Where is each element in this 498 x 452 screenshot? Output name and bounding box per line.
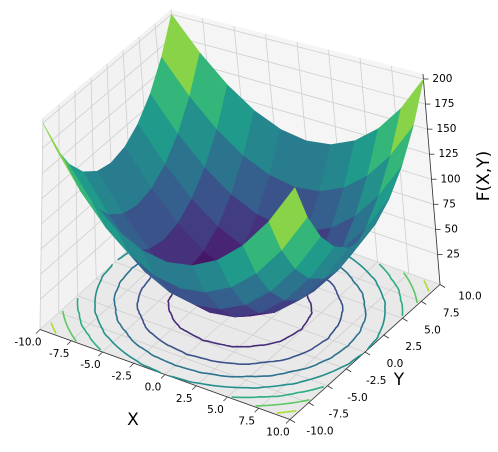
grid-line	[175, 57, 428, 130]
x-tick	[285, 419, 291, 424]
y-tick	[421, 301, 427, 305]
y-tick-label: 7.5	[443, 307, 460, 319]
x-tick	[223, 396, 228, 402]
x-tick-label: 10.0	[266, 427, 289, 439]
x-tick-label: -7.5	[49, 348, 70, 360]
z-tick-label: 100	[441, 173, 461, 185]
z-tick-label: 50	[445, 223, 458, 235]
x-tick	[160, 374, 166, 379]
x-tick	[254, 407, 260, 413]
y-tick-label: 10.0	[458, 291, 481, 303]
z-tick-label: 25	[447, 248, 460, 260]
grid-line	[96, 278, 347, 370]
y-tick-label: -5.0	[347, 392, 368, 404]
y-tick-label: -2.5	[366, 375, 387, 387]
x-tick-label: 2.5	[176, 393, 193, 405]
z-tick-label: 150	[436, 123, 456, 135]
x-tick-label: 7.5	[238, 415, 255, 427]
y-tick	[308, 402, 314, 406]
z-tick-label: 200	[432, 73, 452, 85]
y-tick	[346, 368, 352, 373]
x-axis-line	[39, 329, 291, 420]
y-tick	[327, 385, 333, 390]
y-tick-label: -7.5	[329, 409, 350, 421]
grid-line	[173, 35, 426, 105]
grid-line	[41, 58, 177, 174]
z-axis-label: F(X,Y)	[474, 151, 494, 201]
x-tick	[129, 362, 135, 368]
z-axis-line	[422, 73, 441, 285]
y-tick-label: 0.0	[387, 358, 404, 370]
x-tick-label: 0.0	[145, 382, 162, 394]
y-tick	[402, 317, 408, 322]
grid-line	[171, 14, 424, 80]
y-tick-label: 5.0	[424, 324, 441, 336]
grid-line	[42, 36, 174, 149]
y-axis-line	[289, 284, 441, 420]
y-tick	[383, 334, 389, 339]
x-tick-label: 5.0	[207, 404, 224, 416]
x-tick	[35, 329, 41, 334]
surface-facet	[268, 187, 308, 251]
contour	[113, 236, 367, 378]
z-tick-label: 75	[443, 198, 456, 210]
z-tick-label: 175	[434, 98, 454, 110]
x-tick	[66, 340, 72, 346]
x-tick-label: -2.5	[112, 370, 133, 382]
x-tick-label: -10.0	[14, 337, 41, 349]
y-tick	[439, 284, 446, 288]
x-axis-label: X	[127, 410, 139, 430]
z-tick-label: 125	[438, 148, 458, 160]
y-tick	[289, 419, 296, 423]
x-tick-label: -5.0	[80, 359, 101, 371]
y-tick-label: -10.0	[306, 426, 333, 438]
y-tick	[364, 351, 371, 356]
y-tick-label: 2.5	[405, 341, 422, 353]
x-tick	[191, 385, 197, 391]
grid-line	[42, 14, 172, 124]
y-axis-label: Y	[393, 370, 405, 390]
x-tick	[98, 351, 103, 357]
